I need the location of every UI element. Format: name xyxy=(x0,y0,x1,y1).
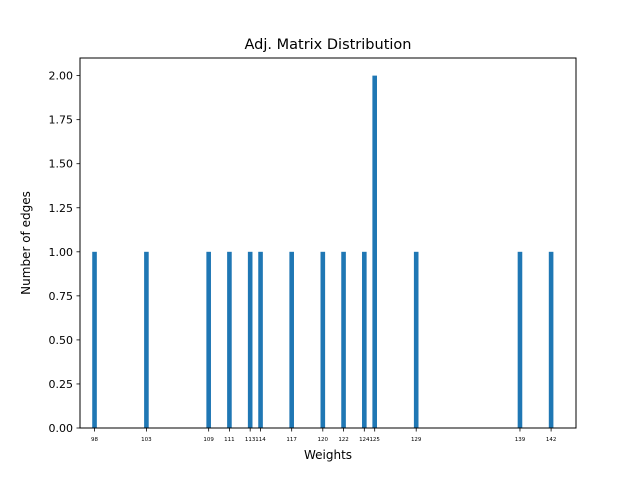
bar-125 xyxy=(372,75,377,429)
bar-122 xyxy=(341,251,346,428)
x-tick-label: 117 xyxy=(286,437,297,443)
y-tick-label: 1.75 xyxy=(49,114,74,127)
chart-title: Adj. Matrix Distribution xyxy=(245,37,412,53)
bar-111 xyxy=(227,251,232,428)
x-tick-label: 114 xyxy=(255,437,266,443)
y-tick-label: 1.50 xyxy=(49,158,74,171)
bar-113 xyxy=(247,251,253,428)
y-tick-label: 0.25 xyxy=(49,378,74,391)
x-axis-ticks: 98 103 109 111 113 114 117 120 122 124 125 129 139 14… xyxy=(91,428,556,443)
y-tick-label: 1.00 xyxy=(49,246,74,259)
x-tick-label: 109 xyxy=(203,437,214,443)
bars xyxy=(92,75,554,429)
x-tick-label: 103 xyxy=(141,437,152,443)
y-tick-label: 0.50 xyxy=(49,334,74,347)
bar-124 xyxy=(362,251,367,428)
x-tick-label: 111 xyxy=(224,437,235,443)
y-tick-label: 1.25 xyxy=(49,202,74,215)
bar-103 xyxy=(144,251,149,428)
y-axis-label: Number of edges xyxy=(19,191,33,295)
y-tick-label: 0.00 xyxy=(49,422,74,435)
y-axis-ticks: 0.00 0.25 0.50 0.75 1.00 1.25 1.50 1.75 2.00 xyxy=(49,70,80,435)
bar-114 xyxy=(258,251,263,428)
bar-139 xyxy=(517,251,523,428)
x-tick-label: 113 xyxy=(245,437,256,443)
x-tick-label: 129 xyxy=(411,437,422,443)
x-tick-label: 142 xyxy=(546,437,557,443)
bar-129 xyxy=(413,251,419,428)
x-tick-label: 120 xyxy=(318,437,329,443)
x-tick-label: 98 xyxy=(91,437,98,443)
x-tick-label: 124 xyxy=(359,437,370,443)
x-axis-label: Weights xyxy=(304,448,352,462)
bar-117 xyxy=(289,251,294,428)
y-tick-label: 0.75 xyxy=(49,290,74,303)
bar-142 xyxy=(548,251,554,428)
bar-109 xyxy=(206,251,211,428)
x-tick-label: 139 xyxy=(515,437,526,443)
x-tick-label: 125 xyxy=(369,437,380,443)
plot-frame xyxy=(79,57,577,429)
bar-98 xyxy=(92,251,97,428)
x-tick-label: 122 xyxy=(338,437,349,443)
y-tick-label: 2.00 xyxy=(49,70,74,83)
bar-120 xyxy=(320,251,326,428)
